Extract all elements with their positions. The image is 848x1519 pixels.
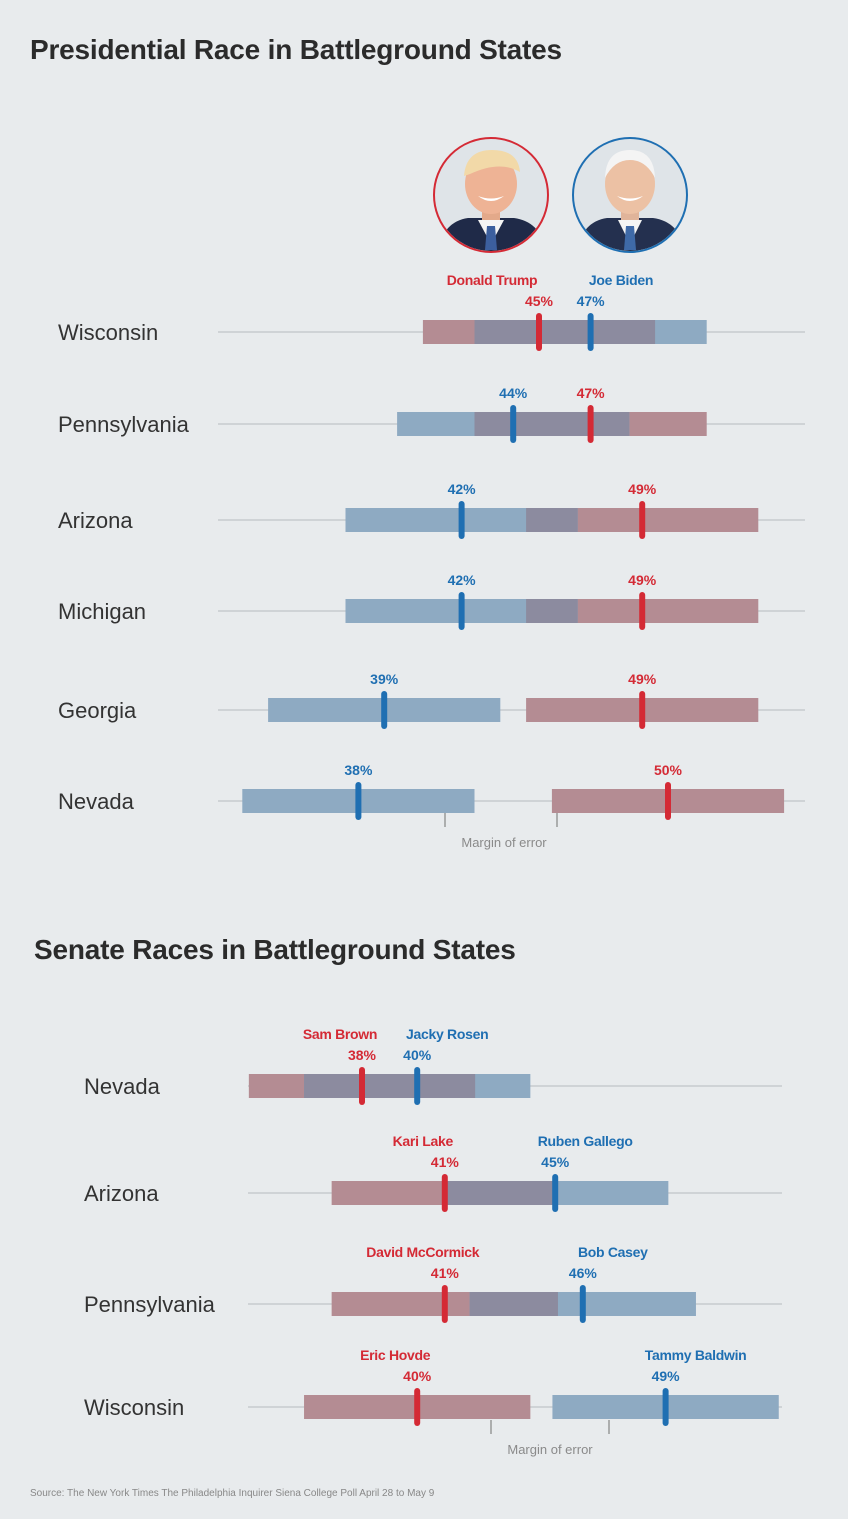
senate-rep-name-arizona: Kari Lake xyxy=(393,1133,454,1149)
trump-photo xyxy=(433,137,549,253)
senate-rep-value-nevada: 38% xyxy=(348,1047,377,1063)
senate-rep-name-wisconsin: Eric Hovde xyxy=(360,1347,431,1363)
pres-state-nevada: Nevada xyxy=(58,789,135,814)
pres-rep-value-nevada: 50% xyxy=(654,762,683,778)
senate-state-arizona: Arizona xyxy=(84,1181,159,1206)
pres-state-michigan: Michigan xyxy=(58,599,146,624)
source-note: Source: The New York Times The Philadelp… xyxy=(30,1488,435,1499)
senate-rep-marker-arizona xyxy=(441,1174,448,1212)
senate-margin-of-error: Margin of error xyxy=(490,1420,610,1457)
pres-dem-marker-arizona xyxy=(458,501,465,539)
pres-state-georgia: Georgia xyxy=(58,698,137,723)
presidential-title: Presidential Race in Battleground States xyxy=(30,34,562,65)
senate-rep-value-wisconsin: 40% xyxy=(403,1368,432,1384)
senate-rep-value-pennsylvania: 41% xyxy=(431,1265,460,1281)
pres-dem-value-arizona: 42% xyxy=(448,481,477,497)
presidential-rows: Wisconsin 45% 47% Pennsylvania 47% 44% Arizona… xyxy=(58,293,805,820)
senate-rep-marker-wisconsin xyxy=(414,1388,421,1426)
pres-rep-value-pennsylvania: 47% xyxy=(577,385,606,401)
pres-state-arizona: Arizona xyxy=(58,508,133,533)
senate-dem-name-arizona: Ruben Gallego xyxy=(538,1133,633,1149)
pres-dem-marker-nevada xyxy=(355,782,362,820)
presidential-margin-of-error: Margin of error xyxy=(444,813,558,850)
pres-dem-value-wisconsin: 47% xyxy=(577,293,606,309)
senate-overlap-nevada xyxy=(304,1074,476,1098)
senate-state-wisconsin: Wisconsin xyxy=(84,1395,184,1420)
senate-dem-marker-arizona xyxy=(552,1174,559,1212)
pres-rep-value-georgia: 49% xyxy=(628,671,657,687)
pres-dem-value-nevada: 38% xyxy=(344,762,373,778)
senate-chart: Nevada 38% 40% Sam Brown Jacky Rosen Arizona 4… xyxy=(84,1026,782,1457)
pres-dem-marker-michigan xyxy=(458,592,465,630)
legend-trump-name: Donald Trump xyxy=(447,272,538,288)
pres-state-wisconsin: Wisconsin xyxy=(58,320,158,345)
pres-dem-value-pennsylvania: 44% xyxy=(499,385,528,401)
senate-dem-marker-wisconsin xyxy=(662,1388,669,1426)
pres-rep-value-arizona: 49% xyxy=(628,481,657,497)
pres-rep-value-michigan: 49% xyxy=(628,572,657,588)
senate-dem-marker-nevada xyxy=(414,1067,421,1105)
senate-dem-value-pennsylvania: 46% xyxy=(569,1265,598,1281)
legend-biden-name: Joe Biden xyxy=(589,272,653,288)
senate-rep-name-pennsylvania: David McCormick xyxy=(366,1244,479,1260)
pres-overlap-arizona xyxy=(526,508,578,532)
senate-dem-name-pennsylvania: Bob Casey xyxy=(578,1244,648,1260)
pres-dem-value-georgia: 39% xyxy=(370,671,399,687)
pres-rep-marker-arizona xyxy=(639,501,646,539)
pres-state-pennsylvania: Pennsylvania xyxy=(58,412,190,437)
presidential-moe-label: Margin of error xyxy=(461,835,547,850)
senate-rows: Nevada 38% 40% Sam Brown Jacky Rosen Arizona 4… xyxy=(84,1026,782,1426)
senate-rep-value-arizona: 41% xyxy=(431,1154,460,1170)
presidential-chart: Donald Trump Joe Biden Wisconsin 45% 47% Pe… xyxy=(58,137,805,850)
biden-photo xyxy=(572,137,688,253)
senate-dem-value-wisconsin: 49% xyxy=(652,1368,681,1384)
senate-dem-name-wisconsin: Tammy Baldwin xyxy=(645,1347,747,1363)
senate-rep-marker-nevada xyxy=(359,1067,365,1105)
pres-rep-marker-michigan xyxy=(639,592,646,630)
pres-overlap-wisconsin xyxy=(474,320,656,344)
senate-title: Senate Races in Battleground States xyxy=(34,934,516,965)
pres-dem-marker-pennsylvania xyxy=(510,405,517,443)
senate-dem-value-arizona: 45% xyxy=(541,1154,570,1170)
pres-dem-marker-georgia xyxy=(381,691,388,729)
senate-overlap-pennsylvania xyxy=(469,1292,558,1316)
senate-state-pennsylvania: Pennsylvania xyxy=(84,1292,216,1317)
pres-overlap-michigan xyxy=(526,599,578,623)
senate-moe-label: Margin of error xyxy=(507,1442,593,1457)
pres-rep-marker-nevada xyxy=(665,782,671,820)
senate-overlap-arizona xyxy=(442,1181,558,1205)
pres-dem-value-michigan: 42% xyxy=(448,572,477,588)
senate-rep-marker-pennsylvania xyxy=(441,1285,448,1323)
pres-rep-marker-georgia xyxy=(639,691,646,729)
senate-dem-value-nevada: 40% xyxy=(403,1047,432,1063)
pres-overlap-pennsylvania xyxy=(474,412,630,436)
senate-state-nevada: Nevada xyxy=(84,1074,161,1099)
senate-dem-marker-pennsylvania xyxy=(579,1285,586,1323)
pres-dem-marker-wisconsin xyxy=(587,313,594,351)
senate-rep-name-nevada: Sam Brown xyxy=(303,1026,377,1042)
pres-rep-value-wisconsin: 45% xyxy=(525,293,554,309)
pres-rep-marker-wisconsin xyxy=(536,313,542,351)
senate-dem-name-nevada: Jacky Rosen xyxy=(406,1026,488,1042)
pres-rep-marker-pennsylvania xyxy=(587,405,594,443)
